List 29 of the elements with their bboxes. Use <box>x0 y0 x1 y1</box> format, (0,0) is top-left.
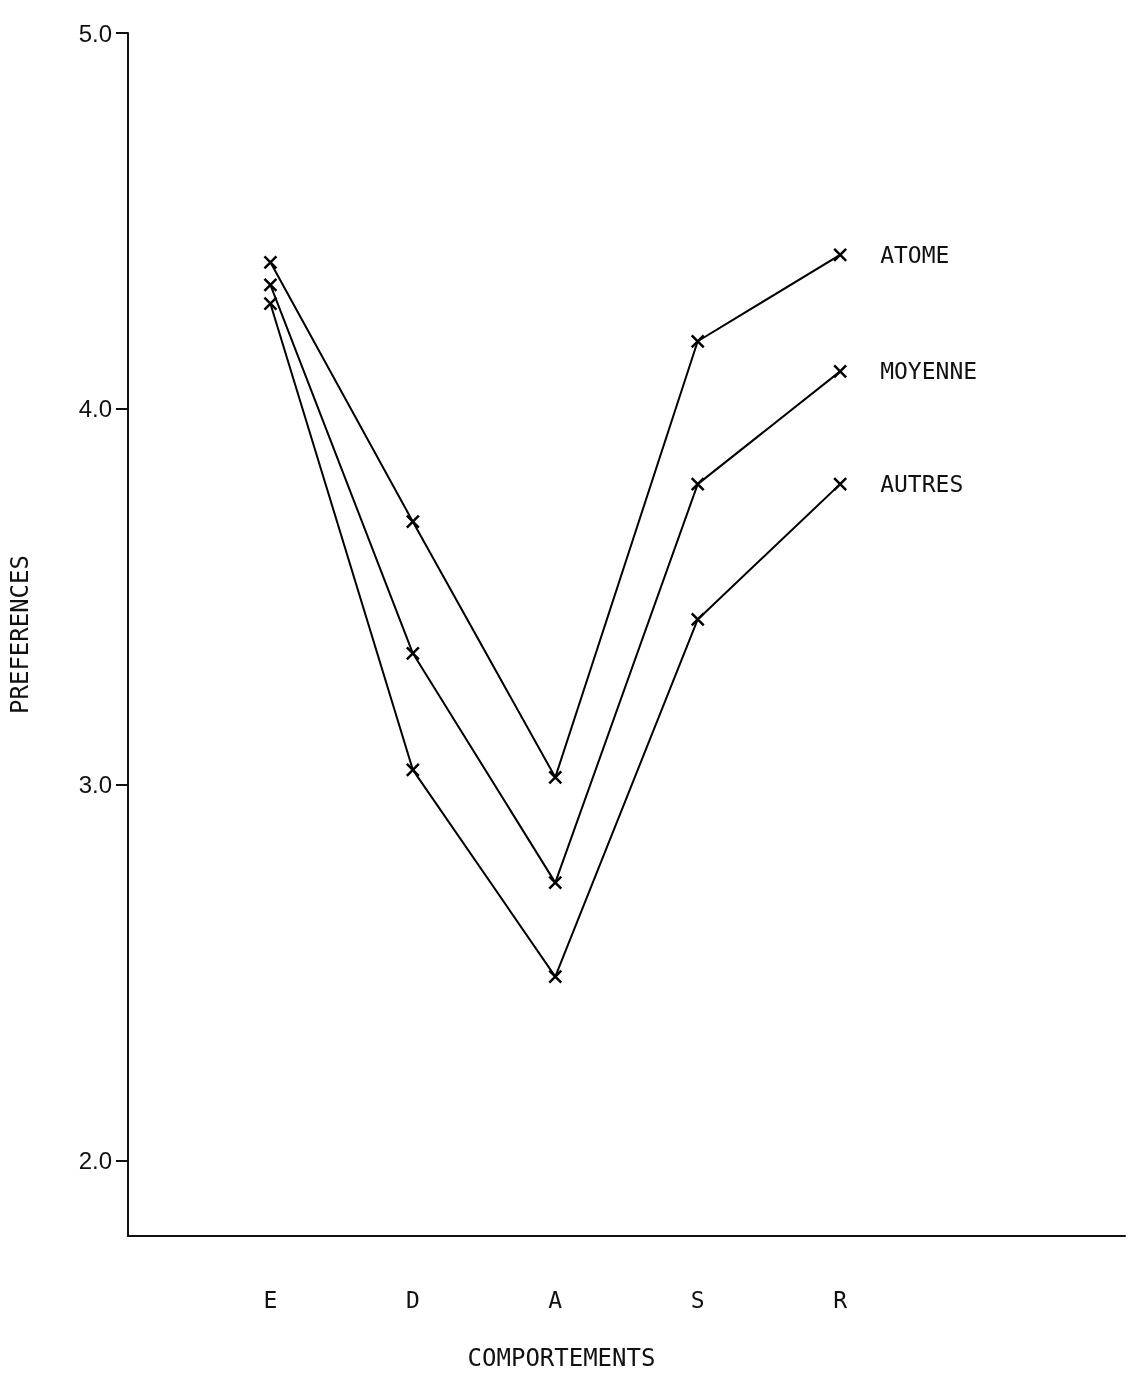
point <box>832 476 848 492</box>
x-tick-label: A <box>548 1286 563 1313</box>
series-label: MOYENNE <box>880 358 978 385</box>
x-tick-label: R <box>833 1286 848 1313</box>
point <box>405 646 421 661</box>
y-axis-title: PREFERENCES <box>6 555 34 714</box>
x-tick-label: E <box>263 1286 278 1313</box>
x-tick-label: S <box>690 1286 705 1313</box>
point <box>548 969 563 984</box>
point <box>690 612 705 627</box>
y-tick-label: 2.0 <box>78 1147 112 1175</box>
point <box>548 770 563 785</box>
point <box>690 476 705 492</box>
y-tick-label: 4.0 <box>78 395 112 423</box>
point <box>548 875 563 890</box>
point <box>832 364 848 379</box>
x-axis-title: COMPORTEMENTS <box>467 1344 656 1372</box>
series-label: ATOME <box>880 241 950 268</box>
y-tick-label: 3.0 <box>78 771 112 799</box>
point <box>263 277 278 293</box>
point <box>263 255 278 270</box>
series-label: AUTRES <box>880 471 964 498</box>
y-tick-label: 5.0 <box>78 19 112 47</box>
point <box>405 762 421 778</box>
point <box>263 296 278 311</box>
point <box>690 334 705 349</box>
x-tick-label: D <box>405 1286 420 1313</box>
point <box>832 247 848 263</box>
point <box>405 514 421 529</box>
